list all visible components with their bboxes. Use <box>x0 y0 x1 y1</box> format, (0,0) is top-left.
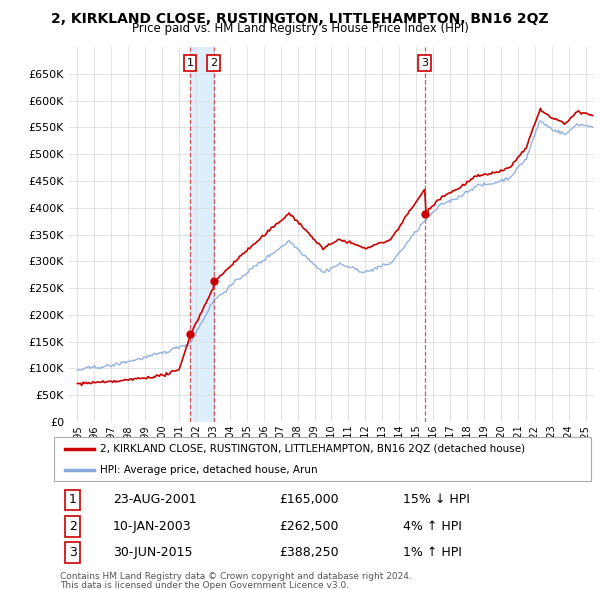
Text: 4% ↑ HPI: 4% ↑ HPI <box>403 520 462 533</box>
Text: Price paid vs. HM Land Registry's House Price Index (HPI): Price paid vs. HM Land Registry's House … <box>131 22 469 35</box>
Text: HPI: Average price, detached house, Arun: HPI: Average price, detached house, Arun <box>100 465 317 475</box>
Text: 2: 2 <box>210 58 217 68</box>
Text: 1: 1 <box>187 58 194 68</box>
Text: 30-JUN-2015: 30-JUN-2015 <box>113 546 193 559</box>
Text: £388,250: £388,250 <box>280 546 339 559</box>
Text: 2, KIRKLAND CLOSE, RUSTINGTON, LITTLEHAMPTON, BN16 2QZ (detached house): 2, KIRKLAND CLOSE, RUSTINGTON, LITTLEHAM… <box>100 444 525 454</box>
Text: Contains HM Land Registry data © Crown copyright and database right 2024.: Contains HM Land Registry data © Crown c… <box>60 572 412 581</box>
FancyBboxPatch shape <box>54 437 591 481</box>
Text: 3: 3 <box>69 546 77 559</box>
Text: 1: 1 <box>69 493 77 506</box>
Text: 3: 3 <box>421 58 428 68</box>
Text: £262,500: £262,500 <box>280 520 339 533</box>
Text: This data is licensed under the Open Government Licence v3.0.: This data is licensed under the Open Gov… <box>60 581 349 589</box>
Text: 15% ↓ HPI: 15% ↓ HPI <box>403 493 470 506</box>
Bar <box>190 47 214 422</box>
Text: 2, KIRKLAND CLOSE, RUSTINGTON, LITTLEHAMPTON, BN16 2QZ: 2, KIRKLAND CLOSE, RUSTINGTON, LITTLEHAM… <box>51 12 549 26</box>
Text: £165,000: £165,000 <box>280 493 339 506</box>
Text: 23-AUG-2001: 23-AUG-2001 <box>113 493 197 506</box>
Text: 2: 2 <box>69 520 77 533</box>
Text: 1% ↑ HPI: 1% ↑ HPI <box>403 546 462 559</box>
Text: 10-JAN-2003: 10-JAN-2003 <box>113 520 191 533</box>
